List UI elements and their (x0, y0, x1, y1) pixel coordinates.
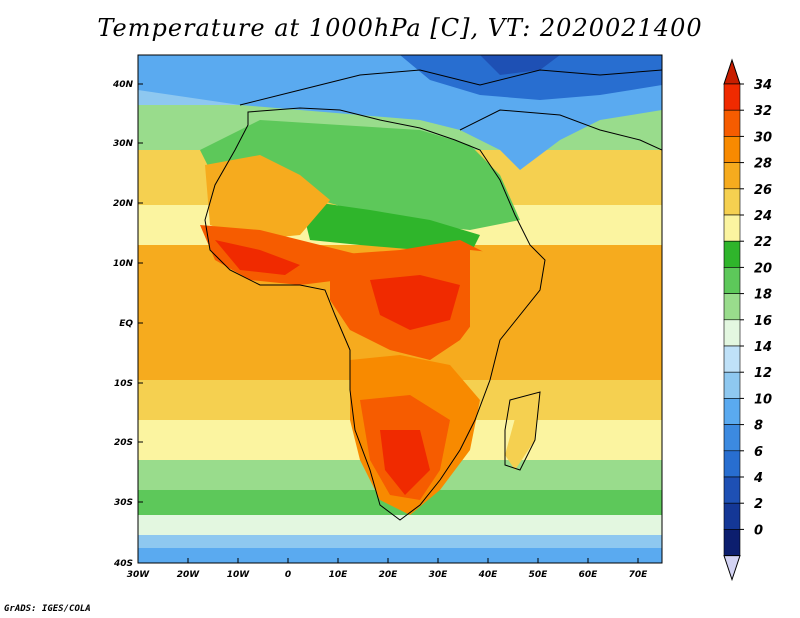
colorbar-swatch (723, 214, 741, 242)
colorbar-swatch (723, 109, 741, 137)
colorbar-label: 0 (754, 523, 763, 538)
colorbar-label: 16 (754, 314, 772, 329)
lon-label: 50E (529, 570, 549, 580)
coastline (204, 69, 662, 521)
colorbar-swatch (723, 83, 741, 111)
colorbar-label: 10 (754, 392, 772, 407)
lon-label: 30E (429, 570, 449, 580)
colorbar-swatch (723, 476, 741, 504)
colorbar-label: 24 (754, 209, 772, 224)
colorbar-label: 6 (754, 445, 763, 460)
colorbar-swatch (723, 424, 741, 452)
lon-label: 20W (177, 570, 201, 580)
colorbar-upper-arrow (723, 58, 741, 85)
colorbar-swatch (723, 450, 741, 478)
credit-label: GrADS: IGES/COLA (4, 604, 91, 614)
colorbar-label: 34 (754, 78, 772, 93)
lat-label: 40S (113, 559, 133, 569)
lon-label: 20E (379, 570, 399, 580)
colorbar-swatch (723, 293, 741, 321)
colorbar-swatch (723, 529, 741, 556)
longitude-axis: 30W 20W 10W 0 10E 20E 30E 40E 50E 60E 70E (127, 558, 648, 580)
colorbar-label: 26 (754, 183, 772, 198)
lon-label: 30W (127, 570, 151, 580)
lat-label: 30N (113, 139, 134, 149)
colorbar-label: 30 (754, 130, 772, 145)
colorbar-swatch (723, 502, 741, 530)
colorbar-swatch (723, 136, 741, 163)
colorbar-swatch (723, 188, 741, 216)
lat-label: 10S (114, 379, 133, 389)
colorbar-label: 20 (754, 261, 772, 276)
colorbar-swatch (723, 371, 741, 399)
lat-label: 20S (114, 438, 133, 448)
lon-label: 40E (478, 570, 499, 580)
colorbar-swatch (723, 162, 741, 190)
lat-label: EQ (119, 319, 133, 329)
lon-label: 10E (329, 570, 349, 580)
map-frame (137, 54, 663, 564)
colorbar-label: 8 (754, 419, 763, 434)
colorbar-label: 22 (754, 235, 772, 250)
lon-label: 10W (227, 570, 251, 580)
colorbar-label: 32 (754, 104, 772, 119)
lat-label: 40N (112, 80, 134, 90)
colorbar-lower-arrow (723, 555, 741, 582)
colorbar-swatch (723, 267, 741, 294)
colorbar-swatch (723, 345, 741, 373)
colorbar-label: 28 (754, 157, 772, 172)
temperature-field (138, 55, 662, 563)
lon-label: 70E (629, 570, 649, 580)
colorbar-label: 18 (754, 288, 772, 303)
colorbar-label: 4 (753, 471, 763, 486)
lat-label: 10N (113, 259, 134, 269)
colorbar-swatch (723, 398, 741, 425)
colorbar-label: 2 (754, 497, 763, 512)
lon-label: 60E (579, 570, 599, 580)
lon-label: 0 (285, 570, 291, 580)
colorbar-swatch (723, 240, 741, 268)
colorbar-label: 14 (754, 340, 772, 355)
lat-label: 20N (113, 199, 134, 209)
lat-label: 30S (114, 498, 133, 508)
colorbar-label: 12 (754, 366, 772, 381)
map-title: Temperature at 1000hPa [C], VT: 20200214… (97, 14, 703, 42)
latitude-axis: 40N 30N 20N 10N EQ 10S 20S 30S 40S (112, 80, 143, 569)
colorbar-swatch (723, 319, 741, 347)
